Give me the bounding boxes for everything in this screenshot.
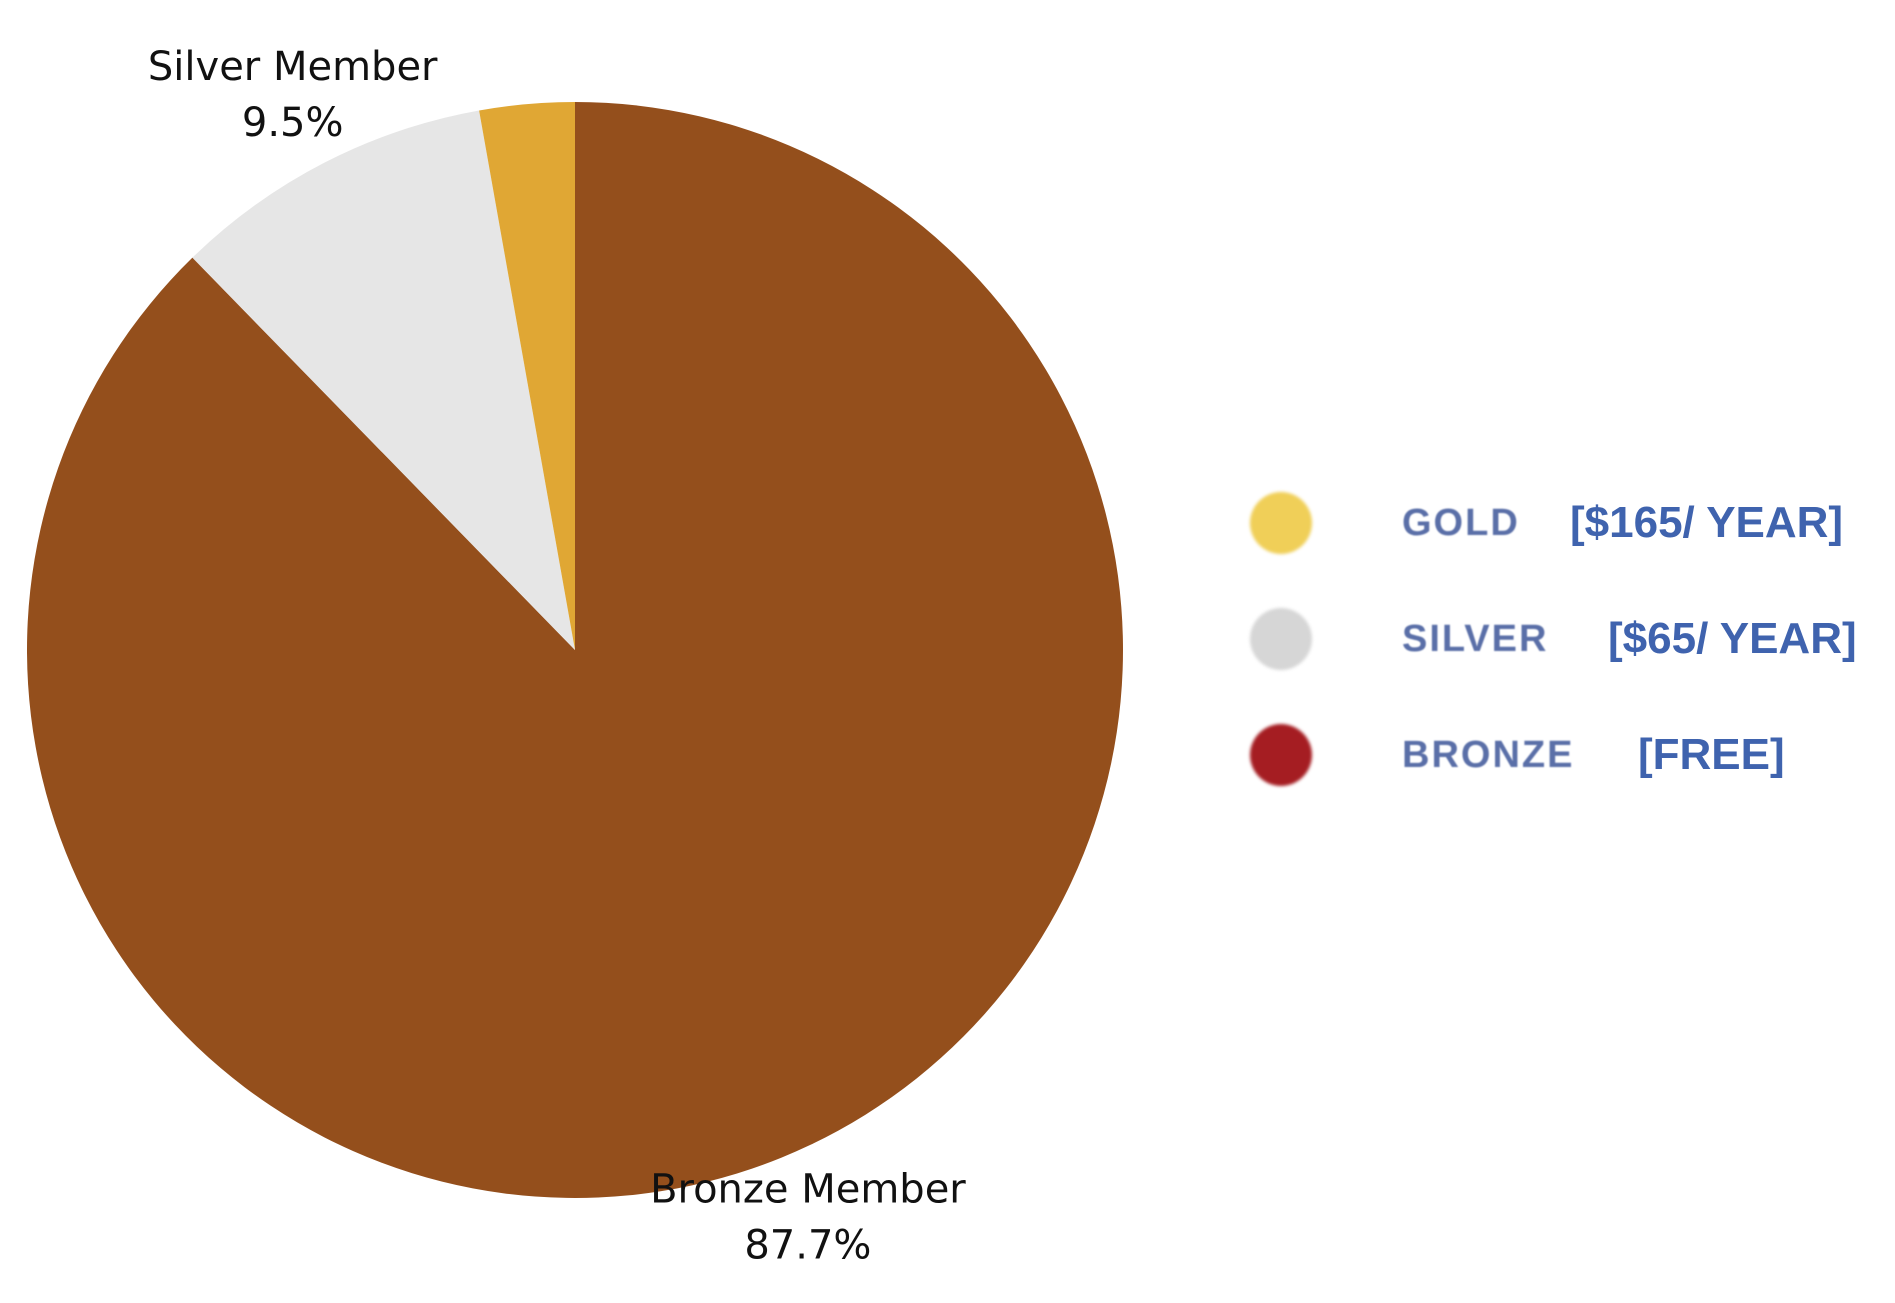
legend-tier-gold: GOLD: [1402, 501, 1520, 544]
pie-slice-gold-member: [479, 102, 575, 650]
pie-slice-silver-member: [192, 110, 576, 651]
legend-price-gold: [$165/ YEAR]: [1570, 498, 1844, 547]
pie-slice-labels: Bronze Member 87.7% Silver Member 9.5%: [148, 44, 966, 1268]
legend-price-bronze: [FREE]: [1638, 730, 1785, 779]
slice-label-percent: 9.5%: [242, 100, 344, 146]
legend-tier-silver: SILVER: [1402, 617, 1549, 660]
legend: GOLD [$165/ YEAR] SILVER [$65/ YEAR] BRO…: [1250, 488, 1890, 908]
slice-label-name: Silver Member: [148, 44, 438, 90]
legend-tier-bronze: BRONZE: [1402, 733, 1575, 776]
slice-label-percent: 87.7%: [744, 1222, 871, 1268]
legend-item-silver: SILVER [$65/ YEAR]: [1250, 604, 1857, 674]
slice-label-name: Bronze Member: [650, 1166, 966, 1212]
legend-item-bronze: BRONZE [FREE]: [1250, 720, 1785, 790]
bronze-dot-icon: [1250, 724, 1312, 786]
legend-price-silver: [$65/ YEAR]: [1608, 614, 1857, 663]
silver-dot-icon: [1250, 608, 1312, 670]
gold-dot-icon: [1250, 492, 1312, 554]
legend-item-gold: GOLD [$165/ YEAR]: [1250, 488, 1843, 558]
pie-slices: [26, 102, 1123, 1198]
